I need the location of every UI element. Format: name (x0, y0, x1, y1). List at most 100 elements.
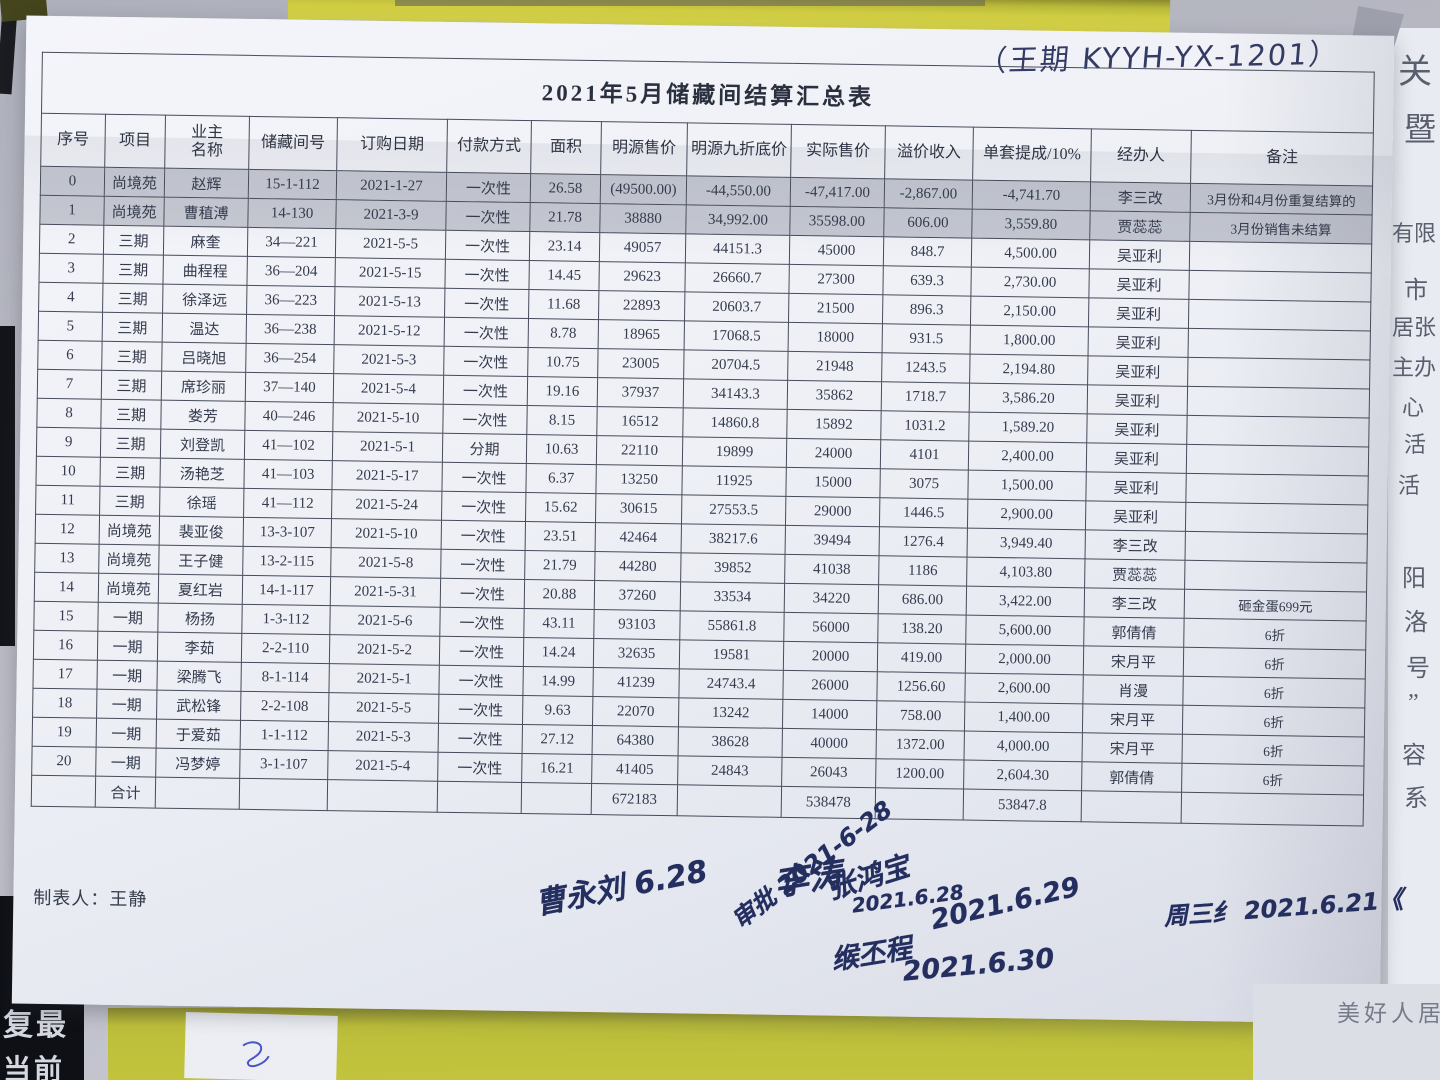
table-cell: (49500.00) (600, 174, 687, 205)
table-cell: 郭倩倩 (1083, 616, 1185, 648)
table-cell: 22110 (596, 435, 683, 466)
table-cell: 2,604.30 (963, 760, 1082, 791)
table-cell: 刘登凯 (160, 429, 245, 460)
table-cell: 武松锋 (156, 690, 241, 721)
table-cell: 2021-5-5 (335, 228, 446, 260)
table-cell: 6.37 (525, 463, 597, 494)
table-cell: 4 (38, 282, 103, 313)
table-cell: 一次性 (439, 607, 525, 638)
table-cell: 10.75 (527, 347, 599, 378)
table-cell: 4,103.80 (966, 557, 1086, 588)
signature: 曹永刘 6.28 (532, 853, 711, 922)
table-cell: 3,586.20 (969, 383, 1088, 414)
table-cell: 6折 (1181, 734, 1365, 766)
table-cell: 24843 (677, 755, 783, 787)
table-cell: 肖漫 (1082, 674, 1184, 706)
table-cell: 21.78 (529, 202, 601, 233)
table-cell: 26660.7 (684, 262, 790, 294)
table-cell: 一次性 (441, 462, 527, 493)
table-cell: 6 (37, 340, 103, 371)
table-cell: 38628 (678, 726, 783, 758)
table-cell: 三期 (103, 225, 164, 256)
table-cell: 2021-5-3 (328, 721, 439, 753)
table-cell: 14-1-117 (242, 575, 331, 606)
table-cell: 一次性 (442, 404, 528, 435)
total-cell: 合计 (95, 776, 156, 809)
total-cell: 672183 (591, 783, 678, 816)
table-cell: 3 (38, 253, 104, 284)
total-cell (1181, 792, 1364, 826)
table-cell: 15000 (785, 467, 881, 498)
table-cell: -4,741.70 (972, 180, 1091, 211)
blue-ink-scribble (242, 1041, 270, 1068)
table-cell: 2021-5-31 (330, 576, 441, 608)
table-cell: 2021-3-9 (335, 199, 447, 231)
column-header: 明源售价 (600, 121, 688, 176)
table-cell: 42464 (595, 522, 682, 553)
table-cell: 30615 (595, 493, 682, 524)
table-cell: 吴亚利 (1089, 239, 1190, 271)
table-cell: 娄芳 (160, 400, 246, 431)
table-cell: 2021-5-10 (332, 402, 444, 434)
table-cell: 1-3-112 (241, 604, 331, 635)
table-cell: 35598.00 (789, 206, 885, 237)
table-cell: 汤艳芝 (159, 458, 245, 489)
table-cell: 55861.8 (679, 610, 785, 642)
table-cell: 36—238 (246, 314, 335, 345)
underlying-paper-text: 美好人居 (1337, 1001, 1440, 1026)
table-cell: 一次性 (438, 665, 524, 696)
table-cell: 吴亚利 (1088, 326, 1189, 358)
table-cell: 3,422.00 (966, 586, 1085, 617)
table-cell: 20704.5 (683, 349, 789, 381)
table-cell: -44,550.00 (686, 175, 791, 207)
maker-label: 制表人：王静 (33, 887, 148, 910)
table-cell: 2021-5-5 (328, 692, 439, 724)
table-cell: 2021-5-6 (329, 605, 441, 637)
table-cell: 三期 (99, 457, 161, 488)
table-cell: 于爱茹 (156, 719, 241, 750)
table-cell: 37937 (597, 377, 684, 408)
column-header: 序号 (40, 113, 106, 168)
table-cell: 20603.7 (684, 291, 789, 323)
table-cell: 2,900.00 (967, 499, 1086, 530)
table-cell: 一次性 (438, 694, 523, 725)
table-cell: 李三改 (1085, 529, 1186, 561)
table-cell: 11.68 (528, 289, 599, 320)
table-cell: 尚境苑 (104, 167, 165, 198)
table-cell: 一次性 (438, 723, 523, 754)
signature: 周三纟 2021.6.21《 (1162, 885, 1404, 931)
table-cell: 56000 (783, 612, 879, 643)
column-header: 储藏间号 (248, 116, 338, 171)
table-cell: 686.00 (878, 584, 967, 616)
table-cell: 一次性 (444, 288, 529, 319)
table-cell: 34143.3 (683, 378, 788, 410)
table-cell: 4,500.00 (971, 238, 1090, 269)
column-header: 实际售价 (790, 124, 886, 179)
table-cell: 3,949.40 (967, 528, 1086, 559)
table-cell: 22070 (592, 696, 679, 727)
table-cell: 三期 (102, 283, 163, 314)
table-cell: 1243.5 (881, 352, 971, 384)
table-cell: 34—221 (247, 227, 336, 258)
table-cell: 李三改 (1090, 181, 1191, 213)
table-cell (1187, 386, 1370, 419)
signature: 李涛 (771, 854, 846, 905)
table-cell: 吴亚利 (1085, 471, 1187, 503)
table-cell: 1276.4 (879, 526, 968, 558)
total-cell (875, 787, 964, 821)
table-cell: 1-1-112 (240, 720, 329, 751)
table-cell: 27300 (788, 264, 884, 295)
table-cell: 宋月平 (1081, 732, 1183, 764)
table-cell: 一次性 (440, 549, 526, 580)
table-cell: 赵辉 (164, 168, 249, 199)
table-cell (1187, 357, 1371, 390)
column-header: 业主 名称 (164, 115, 250, 170)
table-cell: 8-1-114 (240, 662, 330, 693)
table-cell: 6折 (1183, 618, 1367, 650)
table-cell: 18000 (788, 322, 883, 353)
table-cell: 2,600.00 (964, 673, 1084, 704)
table-cell: 29000 (785, 496, 880, 527)
table-cell: 27553.5 (681, 494, 786, 526)
table-cell: 杨扬 (157, 603, 243, 634)
table-cell: 砸金蛋699元 (1184, 589, 1367, 622)
